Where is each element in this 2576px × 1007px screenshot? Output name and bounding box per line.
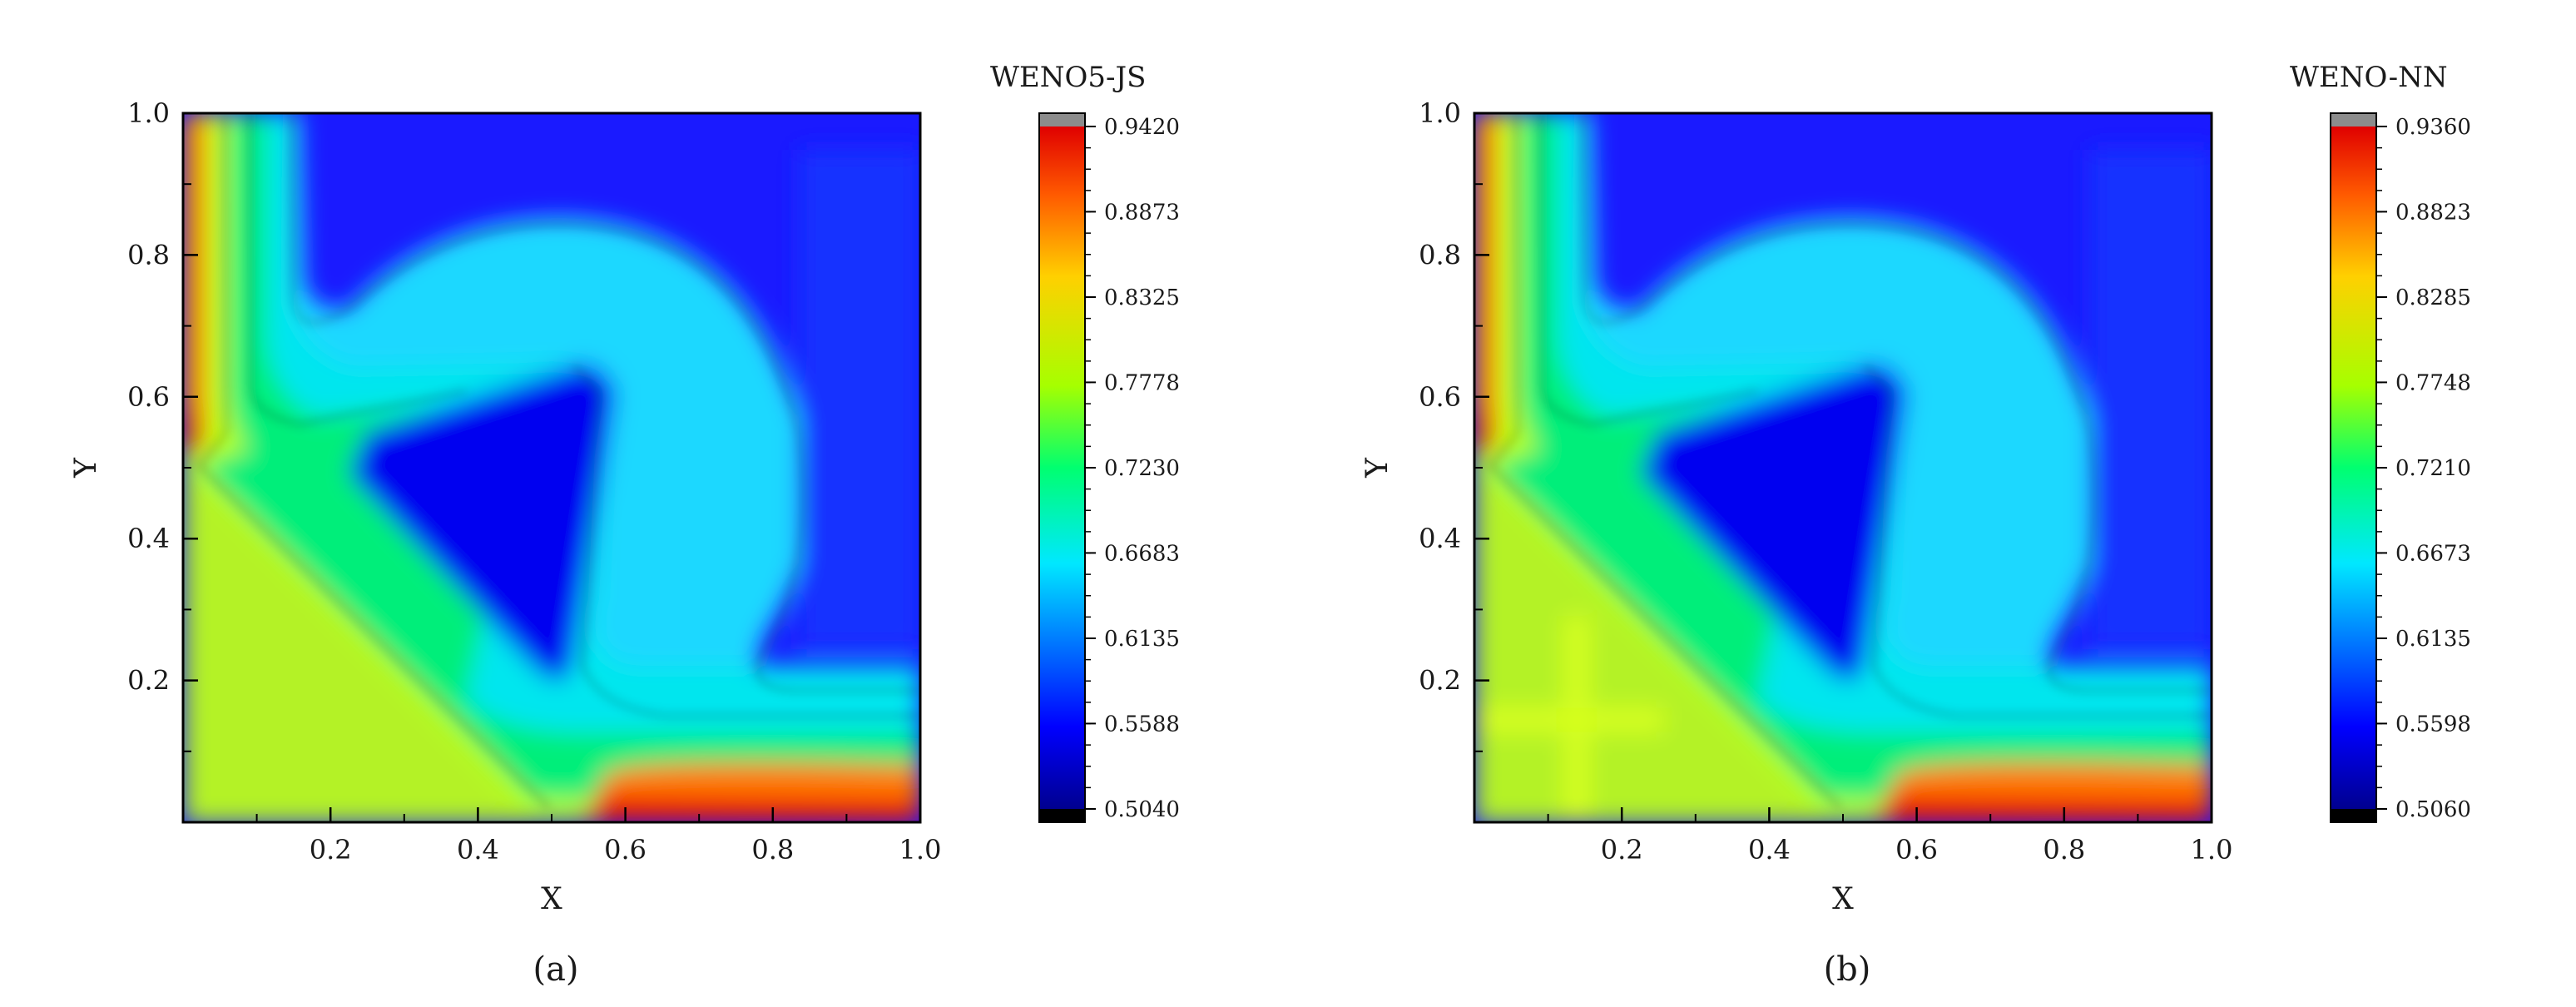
- colorbar-tick-label: 0.5588: [1104, 712, 1180, 737]
- y-tick-label: 0.4: [127, 523, 170, 554]
- colorbar-tick-label: 0.6135: [1104, 627, 1180, 652]
- colorbar-tick-label: 0.7748: [2395, 370, 2471, 395]
- colorbar-tick-label: 0.7778: [1104, 370, 1180, 395]
- x-axis-a: 0.2 0.4 0.6 0.8 1.0: [255, 807, 942, 866]
- x-tick-label: 0.2: [1601, 834, 1643, 866]
- colorbar-tick-label: 0.5040: [1104, 797, 1180, 822]
- colorbar-underflow-b: [2331, 809, 2376, 822]
- y-tick-label: 0.6: [1419, 381, 1461, 413]
- colorbar-tick-label: 0.8873: [1104, 200, 1180, 225]
- y-tick-label: 0.8: [127, 239, 170, 270]
- colorbar-tick-label: 0.6135: [2395, 627, 2471, 652]
- colorbar-tick-label: 0.8325: [1104, 285, 1180, 310]
- y-axis-b: 0.2 0.4 0.6 0.8 1.0: [1419, 97, 1489, 752]
- x-tick-label: 0.6: [604, 834, 646, 866]
- heatmap-field-a: [183, 113, 920, 822]
- colorbar-gradient-a: [1039, 126, 1085, 809]
- colorbar-tick-label: 0.9420: [1104, 115, 1180, 140]
- panel-a: 0.2 0.4 0.6 0.8 1.0 0.2 0.4 0.6 0.8 1.0 X Y 0.94…: [69, 61, 1180, 989]
- colorbar-tick-label: 0.5060: [2395, 797, 2471, 822]
- colorbar-ticks-a: 0.9420 0.8873 0.8325 0.7778 0.7230 0.6683 0.61…: [1085, 115, 1180, 822]
- colorbar-a: 0.9420 0.8873 0.8325 0.7778 0.7230 0.6683 0.61…: [1038, 112, 1180, 823]
- colorbar-overflow-b: [2331, 113, 2376, 126]
- colorbar-tick-label: 0.7230: [1104, 456, 1180, 481]
- x-tick-label: 0.4: [457, 834, 499, 866]
- y-tick-label: 0.2: [1419, 665, 1461, 697]
- y-tick-label: 0.4: [1419, 523, 1461, 554]
- colorbar-tick-label: 0.7210: [2395, 456, 2471, 481]
- x-tick-label: 1.0: [899, 834, 942, 866]
- colorbar-tick-label: 0.8823: [2395, 200, 2471, 225]
- colorbar-tick-label: 0.8285: [2395, 285, 2471, 310]
- y-axis-label-b: Y: [1360, 457, 1395, 479]
- heatmap-field-b: [1474, 113, 2212, 822]
- colorbar-tick-label: 0.5598: [2395, 712, 2471, 737]
- x-tick-label: 0.2: [310, 834, 352, 866]
- panel-b: 0.2 0.4 0.6 0.8 1.0 0.2 0.4 0.6 0.8 1.0 X Y 0.93…: [1360, 61, 2471, 989]
- y-tick-label: 0.2: [127, 665, 170, 697]
- x-tick-label: 0.6: [1895, 834, 1938, 866]
- y-axis-a: 0.2 0.4 0.6 0.8 1.0: [127, 97, 198, 752]
- x-tick-label: 1.0: [2191, 834, 2233, 866]
- panel-label-b: (b): [1824, 950, 1871, 989]
- colorbar-gradient-b: [2331, 126, 2376, 809]
- colorbar-tick-label: 0.9360: [2395, 115, 2471, 140]
- colorbar-overflow-a: [1039, 113, 1085, 126]
- colorbar-underflow-a: [1039, 809, 1085, 822]
- x-tick-label: 0.8: [2043, 834, 2085, 866]
- colorbar-b: 0.9360 0.8823 0.8285 0.7748 0.7210 0.6673 0.61…: [2330, 112, 2471, 823]
- x-axis-label-a: X: [541, 882, 562, 916]
- x-axis-label-b: X: [1832, 882, 1854, 916]
- colorbar-tick-label: 0.6673: [2395, 541, 2471, 566]
- colorbar-ticks-b: 0.9360 0.8823 0.8285 0.7748 0.7210 0.6673 0.61…: [2376, 115, 2471, 822]
- y-tick-label: 0.8: [1419, 239, 1461, 270]
- y-axis-label-a: Y: [69, 457, 103, 479]
- y-tick-label: 1.0: [127, 97, 170, 129]
- y-tick-label: 0.6: [127, 381, 170, 413]
- colorbar-tick-label: 0.6683: [1104, 541, 1180, 566]
- x-tick-label: 0.8: [751, 834, 794, 866]
- x-axis-b: 0.2 0.4 0.6 0.8 1.0: [1547, 807, 2233, 866]
- colorbar-title-b: WENO-NN: [2290, 61, 2448, 94]
- colorbar-title-a: WENO5-JS: [990, 61, 1146, 94]
- panel-label-a: (a): [533, 950, 578, 989]
- x-tick-label: 0.4: [1748, 834, 1791, 866]
- y-tick-label: 1.0: [1419, 97, 1461, 129]
